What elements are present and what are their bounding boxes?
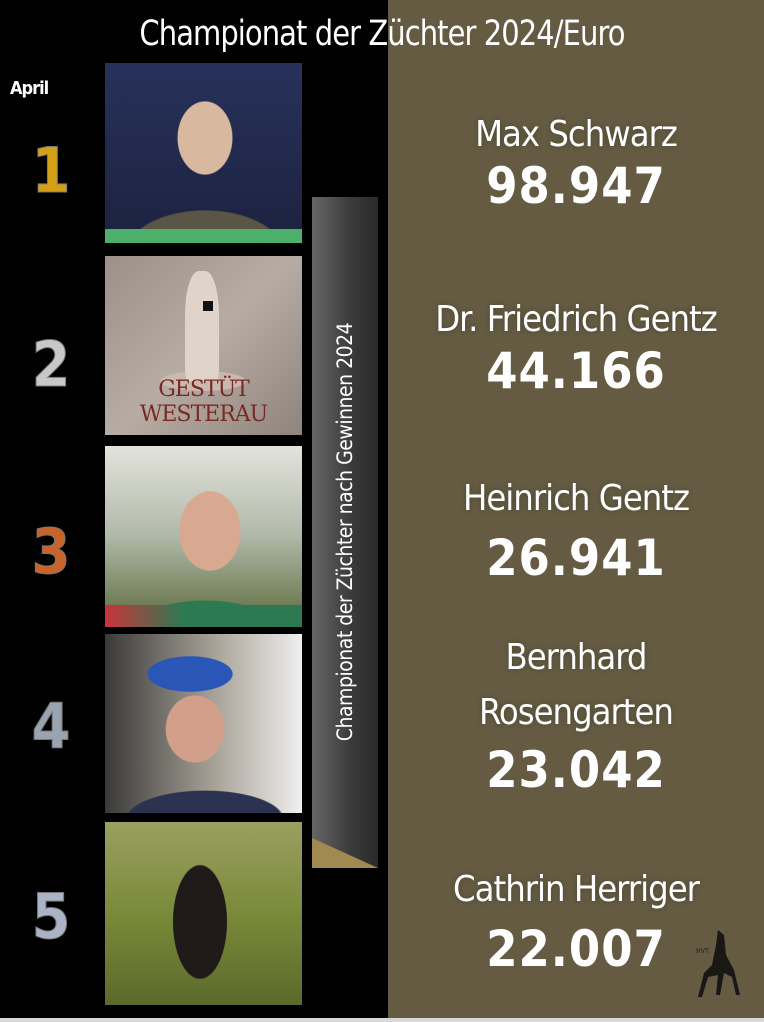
rank-1: 1 (31, 134, 71, 208)
rank-5: 5 (31, 880, 71, 954)
bottom-border (0, 1018, 764, 1022)
earnings-value: 98.947 (486, 157, 666, 215)
breeder-name: Max Schwarz (475, 114, 678, 155)
breeder-name-line-1: Bernhard (505, 637, 648, 678)
entry-3: Heinrich Gentz 26.941 (388, 477, 764, 587)
breeder-name-line-2: Rosengarten (479, 692, 674, 733)
horse-photo (105, 822, 302, 1005)
portrait-photo-4 (105, 634, 302, 813)
rank-4: 4 (31, 690, 71, 764)
breeder-name: Heinrich Gentz (462, 478, 690, 519)
rank-2: 2 (31, 328, 71, 402)
entry-1: Max Schwarz 98.947 (388, 113, 764, 215)
entry-4: Bernhard Rosengarten 23.042 (388, 636, 764, 799)
photo-caption: Gestüt Westerau (139, 377, 268, 427)
earnings-value: 23.042 (486, 741, 666, 799)
right-panel (388, 0, 764, 1022)
stud-farm-sign-photo: Gestüt Westerau (105, 256, 302, 435)
page-title: Championat der Züchter 2024/Euro (139, 14, 625, 54)
rank-3: 3 (31, 515, 71, 589)
breeder-name: Dr. Friedrich Gentz (435, 299, 718, 340)
earnings-value: 44.166 (486, 342, 666, 400)
vertical-banner: Championat der Züchter nach Gewinnen 202… (312, 197, 378, 868)
logo-text: HVT (696, 947, 709, 955)
breeder-name: Cathrin Herriger (453, 869, 700, 910)
banner-accent (312, 838, 378, 868)
earnings-value: 26.941 (486, 529, 666, 587)
portrait-photo-1 (105, 63, 302, 243)
trotter-horse-logo-icon: HVT (690, 925, 750, 1010)
portrait-photo-3 (105, 446, 302, 627)
entry-2: Dr. Friedrich Gentz 44.166 (388, 298, 764, 400)
month-label: April (10, 78, 49, 99)
entry-5: Cathrin Herriger 22.007 (388, 868, 764, 978)
banner-text: Championat der Züchter nach Gewinnen 202… (333, 322, 357, 742)
earnings-value: 22.007 (486, 920, 666, 978)
